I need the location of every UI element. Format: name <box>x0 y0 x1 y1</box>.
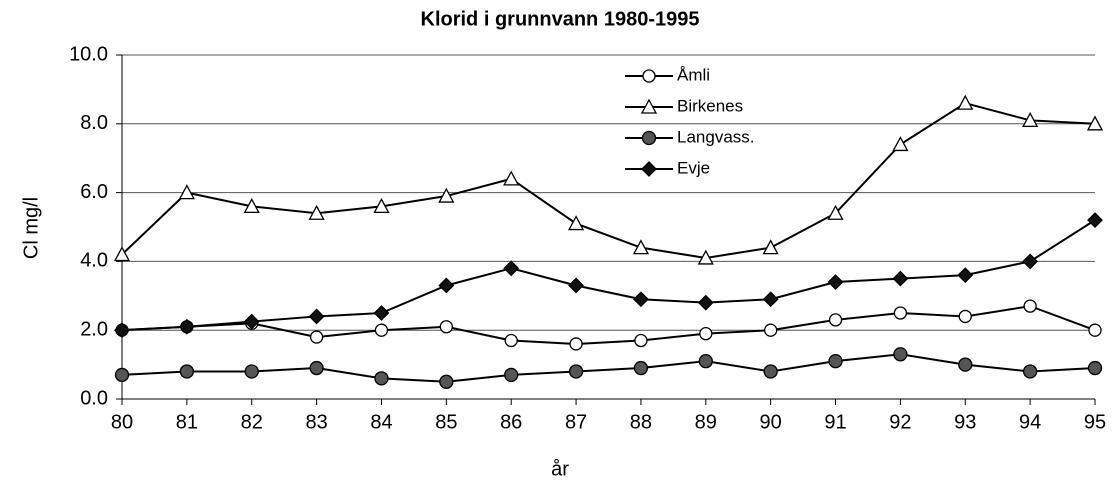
data-point <box>373 197 390 214</box>
data-point <box>373 305 390 321</box>
data-point <box>762 239 779 255</box>
x-tick-label: 80 <box>111 411 133 433</box>
data-point <box>1086 115 1104 131</box>
data-point <box>309 360 324 376</box>
x-tick-label: 94 <box>1019 411 1041 433</box>
data-point <box>633 360 649 376</box>
data-point <box>1087 212 1103 229</box>
data-point <box>827 204 844 220</box>
data-point <box>634 333 648 348</box>
data-point <box>1087 360 1103 376</box>
data-point <box>697 294 714 311</box>
data-point <box>439 374 454 389</box>
y-tick-label: 4.0 <box>80 250 108 272</box>
y-axis-label: Cl mg/l <box>20 197 42 259</box>
data-point <box>958 357 973 372</box>
chart-title: Klorid i grunnvann 1980-1995 <box>421 8 700 30</box>
data-point <box>438 187 455 203</box>
data-point <box>828 354 843 369</box>
legend-label: Evje <box>677 158 710 177</box>
data-point <box>828 313 843 327</box>
data-point <box>958 309 972 324</box>
series-line <box>121 102 1096 259</box>
data-point <box>113 246 131 262</box>
x-tick-label: 93 <box>954 411 976 433</box>
x-axis-label: år <box>551 458 569 480</box>
legend-marker <box>641 130 657 146</box>
x-tick-label: 84 <box>370 411 392 433</box>
data-point <box>699 326 713 341</box>
data-point <box>243 197 260 214</box>
data-point <box>1088 323 1102 337</box>
data-point <box>243 313 260 330</box>
x-tick-label: 81 <box>176 411 198 433</box>
data-point <box>244 364 259 379</box>
data-point <box>374 371 389 386</box>
data-point <box>763 364 778 379</box>
data-point <box>503 170 520 186</box>
x-tick-label: 95 <box>1084 411 1106 433</box>
legend-marker <box>640 98 658 114</box>
data-point <box>178 318 195 335</box>
x-tick-label: 92 <box>889 411 911 433</box>
legend-label: Åmli <box>677 65 710 84</box>
y-tick-label: 6.0 <box>80 181 108 203</box>
data-point <box>957 94 974 110</box>
data-point <box>892 136 909 152</box>
data-point <box>827 274 844 290</box>
data-point <box>438 277 455 294</box>
data-point <box>308 204 325 220</box>
series-line <box>121 305 1096 345</box>
data-point <box>114 322 130 339</box>
x-tick-label: 83 <box>305 411 327 433</box>
data-point <box>568 277 584 294</box>
data-point <box>892 270 909 287</box>
legend-marker <box>642 69 656 83</box>
data-point <box>893 347 908 362</box>
legend-marker <box>641 161 657 177</box>
series-line <box>121 219 1096 332</box>
series-line <box>121 353 1096 383</box>
data-point <box>698 354 713 369</box>
data-point <box>114 367 130 383</box>
data-point <box>309 330 324 344</box>
data-point <box>1022 364 1038 379</box>
data-point <box>1022 253 1039 270</box>
data-point <box>762 291 779 308</box>
x-tick-label: 87 <box>565 411 587 433</box>
data-point <box>504 367 519 383</box>
data-point <box>893 306 908 320</box>
y-tick-label: 10.0 <box>69 43 108 65</box>
y-tick-label: 0.0 <box>80 387 108 409</box>
data-point <box>697 249 714 265</box>
data-point <box>568 364 584 379</box>
data-point <box>1023 299 1037 313</box>
data-point <box>632 239 650 255</box>
x-tick-label: 90 <box>760 411 782 433</box>
data-point <box>764 323 778 337</box>
x-tick-label: 91 <box>824 411 846 433</box>
data-point <box>957 267 974 284</box>
x-tick-label: 82 <box>241 411 263 433</box>
legend-label: Langvass. <box>677 127 755 146</box>
data-point <box>1022 111 1039 128</box>
legend-label: Birkenes <box>677 96 743 115</box>
x-tick-label: 88 <box>630 411 652 433</box>
data-point <box>178 184 195 200</box>
data-point <box>374 323 389 337</box>
data-point <box>633 291 649 308</box>
data-point <box>504 333 518 348</box>
data-point <box>439 320 453 334</box>
data-point <box>308 308 325 325</box>
data-point <box>567 215 585 231</box>
x-tick-label: 86 <box>500 411 522 433</box>
data-point <box>179 364 195 379</box>
x-tick-label: 85 <box>435 411 457 433</box>
y-tick-label: 2.0 <box>80 318 108 340</box>
x-tick-label: 89 <box>695 411 717 433</box>
data-point <box>503 260 520 277</box>
y-tick-label: 8.0 <box>80 112 108 134</box>
data-point <box>569 337 583 351</box>
